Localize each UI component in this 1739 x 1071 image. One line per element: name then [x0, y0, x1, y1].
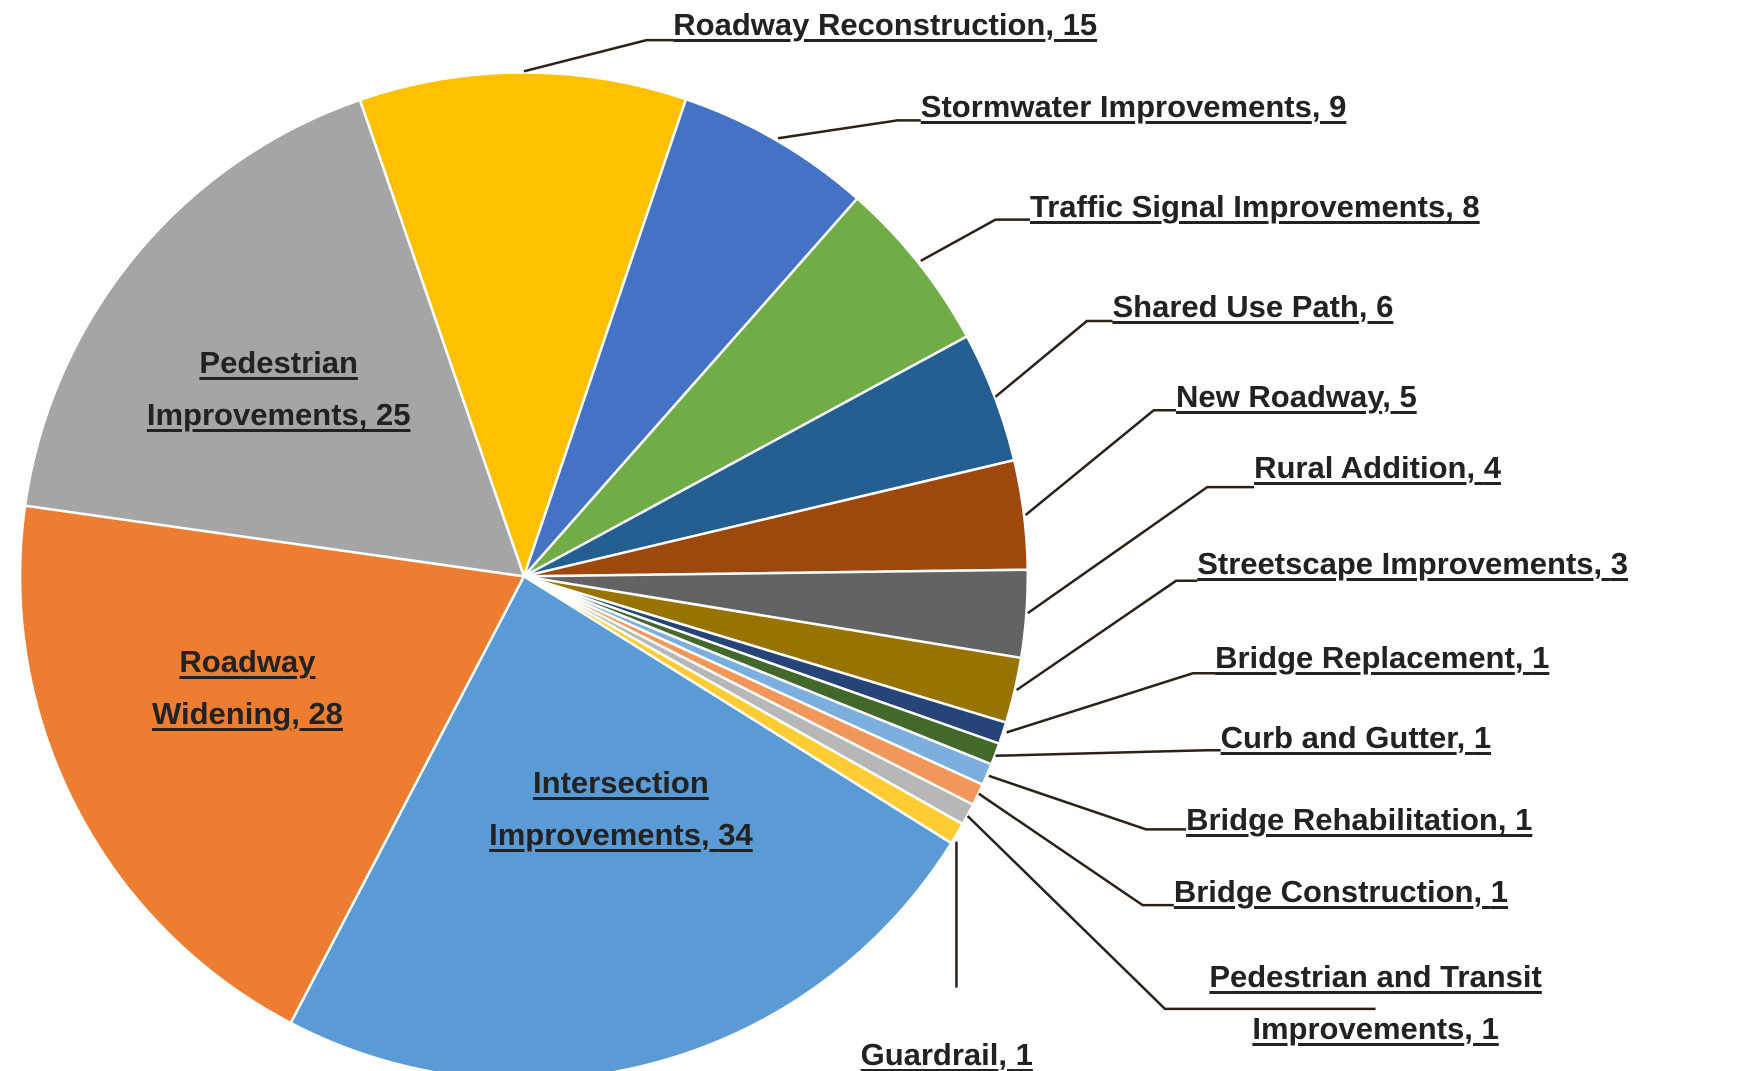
data-label: Guardrail, 1	[860, 1036, 1033, 1071]
label-name: Bridge Construction	[1173, 873, 1474, 909]
label-value: 3	[1610, 546, 1628, 582]
leader-line	[995, 748, 1221, 758]
label-value: 1	[1490, 873, 1508, 909]
data-label: Curb and Gutter, 1	[1220, 719, 1492, 755]
label-value: 1	[1473, 719, 1492, 755]
leader-line	[994, 319, 1113, 398]
data-label: Roadway Widening, 28	[152, 644, 343, 732]
label-name: Bridge Rehabilitation	[1186, 802, 1498, 838]
label-value: 1	[1515, 802, 1533, 838]
leader-line	[1024, 408, 1177, 516]
data-label: Streetscape Improvements, 3	[1197, 546, 1628, 582]
label-name: Rural Addition	[1254, 450, 1467, 486]
label-value: 1	[1015, 1036, 1033, 1071]
data-label: Shared Use Path, 6	[1112, 288, 1394, 324]
data-label: New Roadway, 5	[1176, 378, 1417, 414]
label-name: Roadway Widening	[152, 644, 316, 732]
data-label: Intersection Improvements, 34	[489, 764, 753, 852]
leader-line	[988, 774, 1187, 831]
label-name: Streetscape Improvements	[1197, 546, 1594, 582]
pie-slice	[289, 574, 954, 1071]
label-name: Traffic Signal Improvements	[1030, 189, 1446, 225]
label-name: Bridge Replacement	[1215, 639, 1515, 675]
data-label: Pedestrian Improvements, 25	[146, 345, 411, 433]
label-name: New Roadway	[1176, 378, 1383, 414]
pie-slice	[23, 98, 526, 578]
pie-slice	[358, 71, 688, 581]
leader-line	[777, 119, 921, 140]
data-label: Traffic Signal Improvements, 8	[1030, 189, 1480, 225]
data-label: Pedestrian and Transit Improvements, 1	[1209, 958, 1542, 1046]
label-value: 4	[1483, 450, 1501, 486]
leader-line	[978, 792, 1174, 907]
label-name: Curb and Gutter	[1220, 719, 1457, 755]
data-label: Rural Addition, 4	[1254, 450, 1501, 486]
pie-slice	[522, 196, 969, 578]
label-value: 15	[1062, 6, 1098, 42]
leader-line	[1015, 579, 1198, 692]
label-name: Roadway Reconstruction	[673, 6, 1046, 42]
label-value: 1	[1532, 639, 1550, 675]
label-value: 6	[1376, 288, 1394, 324]
label-name: Pedestrian Improvements	[146, 345, 359, 433]
label-value: 5	[1399, 378, 1417, 414]
data-label: Bridge Replacement, 1	[1215, 639, 1550, 675]
label-name: Stormwater Improvements	[920, 89, 1312, 124]
label-value: 8	[1462, 189, 1480, 225]
pie-slice	[18, 504, 526, 1025]
data-label: Bridge Construction, 1	[1173, 873, 1508, 909]
label-value: 34	[718, 816, 753, 852]
leader-line	[966, 815, 1376, 1011]
leader-line	[523, 38, 674, 73]
label-name: Intersection Improvements	[489, 764, 709, 852]
label-name: Guardrail	[860, 1036, 999, 1071]
label-value: 28	[308, 696, 343, 732]
label-value: 9	[1329, 89, 1347, 124]
label-value: 1	[1481, 1010, 1499, 1046]
data-label: Roadway Reconstruction, 15	[673, 6, 1098, 42]
label-value: 25	[376, 397, 411, 433]
data-label: Bridge Rehabilitation, 1	[1186, 802, 1533, 838]
label-name: Pedestrian and Transit Improvements	[1209, 958, 1542, 1046]
label-name: Shared Use Path	[1112, 288, 1359, 324]
leader-line	[920, 218, 1031, 262]
leader-line	[1027, 485, 1255, 615]
pie-slice	[522, 97, 860, 578]
data-label: Stormwater Improvements, 9	[920, 89, 1347, 124]
leader-line	[1006, 672, 1216, 734]
